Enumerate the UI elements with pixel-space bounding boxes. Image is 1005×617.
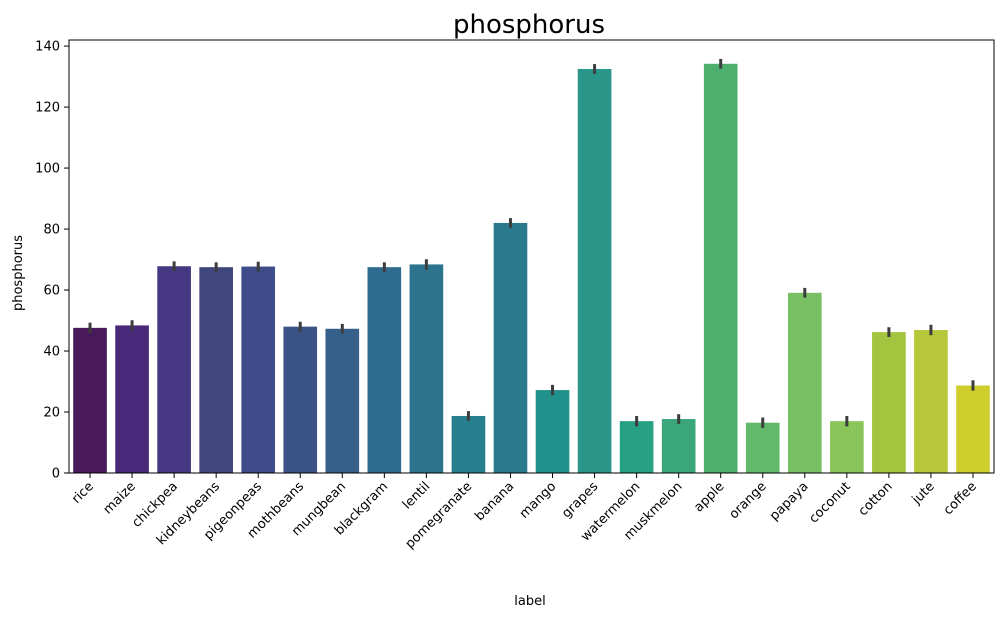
error-bars-group [88, 58, 975, 428]
bar-maize [115, 325, 149, 473]
bar-muskmelon [661, 419, 696, 473]
chart-title: phosphorus [453, 10, 605, 40]
x-tick-label-coconut: coconut [806, 479, 853, 526]
x-tick-label-mango: mango [517, 479, 560, 522]
plot-frame [68, 39, 995, 474]
bar-jute [914, 329, 948, 473]
bar-banana [493, 222, 528, 473]
x-tick-label-banana: banana [472, 479, 517, 524]
x-tick-label-apple: apple [691, 479, 727, 515]
y-tick-label-140: 140 [35, 40, 60, 55]
x-tick-label-coffee: coffee [941, 479, 980, 518]
bar-rice [73, 327, 107, 473]
bar-mothbeans [283, 326, 318, 473]
y-axis-label: phosphorus [11, 235, 26, 311]
x-tick-label-cotton: cotton [856, 479, 896, 519]
x-tick-label-rice: rice [69, 479, 97, 507]
y-tick-label-100: 100 [35, 162, 60, 177]
x-tick-label-orange: orange [727, 479, 770, 522]
bar-grapes [577, 68, 612, 473]
x-tick-label-jute: jute [909, 479, 938, 508]
bar-apple [703, 63, 738, 473]
bar-kidneybeans [199, 267, 233, 473]
x-tick-label-maize: maize [101, 479, 139, 517]
bar-cotton [872, 332, 906, 473]
x-tick-label-lentil: lentil [400, 479, 433, 512]
y-tick-label-0: 0 [52, 467, 60, 482]
bar-coffee [956, 385, 990, 473]
bar-pigeonpeas [241, 266, 276, 473]
bar-pomegranate [451, 415, 486, 473]
y-tick-label-40: 40 [43, 345, 60, 360]
bar-mango [535, 390, 570, 473]
x-tick-label-grapes: grapes [559, 479, 601, 521]
y-tick-label-60: 60 [43, 284, 60, 299]
x-tick-label-papaya: papaya [767, 479, 812, 524]
bar-papaya [787, 292, 822, 473]
y-axis: 0 20 40 60 80 100 120 140 [35, 40, 69, 482]
x-axis: rice maizechickpeakidneybeanspigeonpeasmo… [69, 473, 980, 552]
y-tick-label-120: 120 [35, 101, 60, 116]
y-tick-label-20: 20 [43, 406, 60, 421]
bar-coconut [830, 421, 864, 473]
bar-orange [745, 422, 780, 473]
bar-chickpea [157, 266, 191, 473]
y-tick-label-80: 80 [43, 223, 60, 238]
bar-lentil [409, 264, 444, 473]
bar-mungbean [325, 328, 360, 473]
bar-watermelon [619, 421, 654, 473]
bar-blackgram [367, 267, 402, 473]
x-axis-label: label [514, 594, 545, 609]
bars-group [73, 63, 990, 473]
